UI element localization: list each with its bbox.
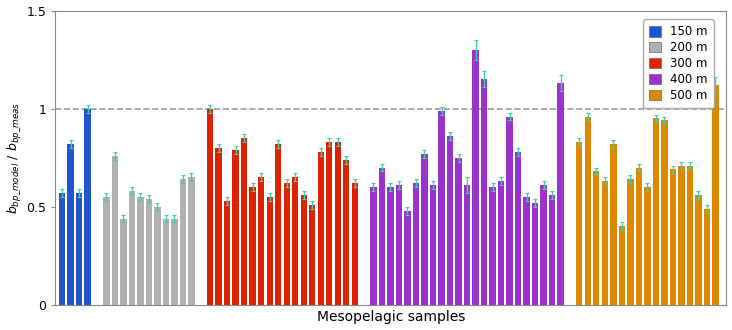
Bar	[180, 179, 186, 305]
Bar	[472, 50, 479, 305]
Bar	[112, 156, 118, 305]
Y-axis label: $b_{bp\_model}$ / $b_{bp\_meas}$: $b_{bp\_model}$ / $b_{bp\_meas}$	[6, 102, 23, 214]
Bar	[585, 116, 591, 305]
Bar	[129, 191, 135, 305]
Bar	[523, 197, 530, 305]
Bar	[455, 158, 462, 305]
Bar	[224, 201, 231, 305]
Bar	[602, 181, 608, 305]
Bar	[619, 226, 625, 305]
Bar	[343, 160, 349, 305]
Bar	[396, 185, 402, 305]
Bar	[678, 166, 684, 305]
Bar	[266, 197, 273, 305]
Bar	[207, 109, 213, 305]
Bar	[301, 195, 307, 305]
Bar	[635, 168, 642, 305]
Bar	[283, 183, 290, 305]
Bar	[670, 170, 676, 305]
Bar	[404, 211, 411, 305]
Bar	[507, 116, 512, 305]
Bar	[241, 138, 247, 305]
Bar	[120, 218, 127, 305]
Bar	[318, 152, 324, 305]
Bar	[233, 150, 239, 305]
Bar	[695, 195, 701, 305]
Bar	[275, 144, 281, 305]
Bar	[258, 177, 264, 305]
Bar	[84, 109, 91, 305]
Bar	[309, 205, 315, 305]
Bar	[549, 195, 556, 305]
Bar	[413, 183, 419, 305]
Bar	[653, 118, 659, 305]
Bar	[557, 83, 564, 305]
X-axis label: Mesopelagic samples: Mesopelagic samples	[317, 311, 465, 324]
Bar	[464, 185, 470, 305]
Bar	[378, 168, 385, 305]
Bar	[292, 177, 299, 305]
Bar	[215, 148, 222, 305]
Bar	[540, 185, 547, 305]
Bar	[481, 79, 488, 305]
Bar	[438, 111, 445, 305]
Bar	[490, 187, 496, 305]
Bar	[351, 183, 358, 305]
Bar	[188, 177, 195, 305]
Bar	[154, 207, 160, 305]
Bar	[576, 142, 583, 305]
Bar	[498, 181, 504, 305]
Bar	[627, 179, 633, 305]
Bar	[59, 193, 65, 305]
Bar	[661, 120, 668, 305]
Bar	[430, 185, 436, 305]
Bar	[593, 172, 600, 305]
Bar	[67, 144, 74, 305]
Bar	[163, 218, 169, 305]
Bar	[250, 187, 256, 305]
Bar	[137, 197, 143, 305]
Bar	[703, 209, 710, 305]
Bar	[712, 85, 719, 305]
Bar	[447, 136, 453, 305]
Bar	[532, 203, 538, 305]
Bar	[687, 166, 693, 305]
Bar	[326, 142, 332, 305]
Bar	[370, 187, 377, 305]
Bar	[644, 187, 651, 305]
Bar	[610, 144, 616, 305]
Bar	[515, 152, 521, 305]
Bar	[76, 193, 83, 305]
Bar	[171, 218, 178, 305]
Bar	[387, 187, 394, 305]
Bar	[335, 142, 341, 305]
Bar	[103, 197, 110, 305]
Bar	[146, 199, 152, 305]
Legend: 150 m, 200 m, 300 m, 400 m, 500 m: 150 m, 200 m, 300 m, 400 m, 500 m	[643, 19, 714, 108]
Bar	[422, 154, 427, 305]
